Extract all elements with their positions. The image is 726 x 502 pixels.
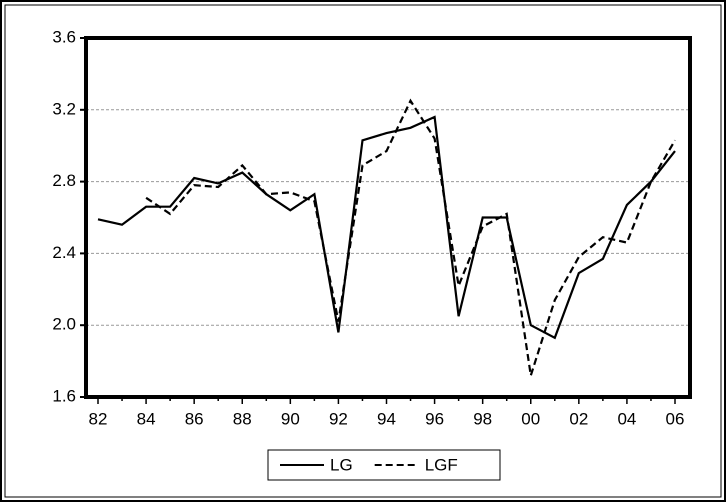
y-tick-label: 1.6 [52,386,76,405]
x-tick-label: 06 [666,409,685,428]
legend-label: LG [330,455,353,474]
plot-frame [84,36,692,399]
series-line [97,115,676,340]
y-tick-label: 2.4 [52,243,76,262]
x-tick-label: 92 [329,409,348,428]
y-tick-label: 3.6 [52,27,76,46]
series-line [145,98,676,376]
x-tick-label: 88 [233,409,252,428]
x-tick-label: 02 [569,409,588,428]
x-tick-label: 98 [473,409,492,428]
x-tick-label: 90 [281,409,300,428]
x-tick-label: 86 [185,409,204,428]
legend-label: LGF [425,455,458,474]
x-tick-label: 84 [137,409,156,428]
y-tick-label: 2.0 [52,315,76,334]
x-tick-label: 00 [521,409,540,428]
x-tick-label: 04 [617,409,636,428]
y-tick-label: 3.2 [52,99,76,118]
x-tick-label: 94 [377,409,396,428]
inner-frame [4,4,722,498]
x-tick-label: 96 [425,409,444,428]
y-tick-label: 2.8 [52,171,76,190]
x-tick-label: 82 [89,409,108,428]
